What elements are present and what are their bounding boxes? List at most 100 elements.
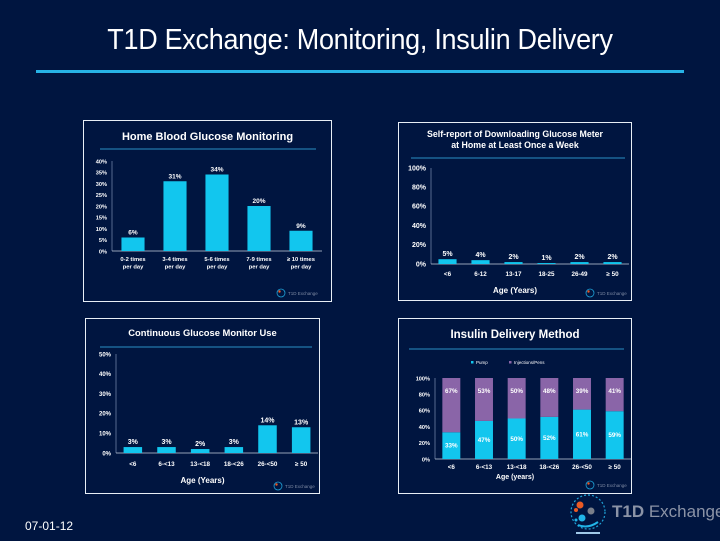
bar-injections bbox=[507, 378, 526, 419]
data-label: 52% bbox=[543, 435, 556, 442]
bar bbox=[121, 237, 145, 251]
data-label: 3% bbox=[161, 439, 172, 446]
x-tick-label: 13-<18 bbox=[507, 464, 527, 471]
bar bbox=[190, 449, 210, 453]
data-label: 2% bbox=[607, 254, 618, 261]
data-label: 3% bbox=[229, 439, 240, 446]
bar bbox=[123, 447, 143, 453]
bar-injections bbox=[573, 378, 591, 410]
data-label: 6% bbox=[128, 230, 138, 237]
data-label: 2% bbox=[195, 441, 206, 448]
x-tick-label: 5-6 times per day bbox=[204, 257, 229, 271]
watermark-text: T1D Exchange bbox=[288, 291, 318, 296]
x-tick-label: 3-4 times per day bbox=[162, 257, 187, 271]
legend-swatch bbox=[471, 361, 474, 364]
x-tick-label: ≥ 50 bbox=[295, 461, 308, 468]
y-tick-label: 60% bbox=[419, 409, 430, 415]
y-tick-label: 40% bbox=[412, 223, 427, 230]
x-tick-label: 6-<13 bbox=[158, 461, 175, 468]
y-tick-label: 0% bbox=[102, 451, 111, 457]
y-tick-label: 10% bbox=[99, 432, 112, 438]
legend-label: Pump bbox=[476, 360, 488, 365]
x-tick-label: ≥ 10 times per day bbox=[287, 257, 315, 271]
t1d-exchange-logo: T1D Exchange bbox=[568, 492, 720, 536]
watermark-dot bbox=[278, 290, 281, 293]
bar-pump bbox=[442, 432, 461, 459]
data-label: 41% bbox=[608, 388, 621, 395]
data-label: 5% bbox=[442, 251, 453, 258]
x-tick-label: 7-9 times per day bbox=[246, 257, 271, 271]
chart-insulin-delivery-method: Insulin Delivery Method 0% 20% 40% 60% 80% 100… bbox=[398, 318, 632, 494]
chart-svg: Self-report of Downloading Glucose Meter… bbox=[408, 129, 629, 298]
y-tick-label: 20% bbox=[96, 204, 107, 210]
bar bbox=[247, 206, 271, 251]
watermark-logo: T1D Exchange bbox=[276, 288, 318, 298]
bar bbox=[289, 230, 313, 251]
x-tick-label: 26-<50 bbox=[258, 461, 278, 468]
bar-pump bbox=[507, 418, 526, 459]
chart-home-blood-glucose-monitoring: Home Blood Glucose Monitoring 0% 5% 10% 15% 2… bbox=[83, 120, 332, 302]
chart-title: Home Blood Glucose Monitoring bbox=[122, 131, 293, 143]
data-label: 4% bbox=[475, 252, 486, 259]
logo-wordmark: T1D Exchange bbox=[612, 502, 720, 521]
bar-injections bbox=[442, 378, 461, 433]
bar-pump bbox=[605, 411, 624, 459]
watermark-globe-icon bbox=[273, 481, 283, 491]
watermark-dot bbox=[587, 482, 590, 485]
y-tick-label: 25% bbox=[96, 193, 107, 199]
y-tick-label: 30% bbox=[96, 182, 107, 188]
bar-pump bbox=[475, 420, 493, 459]
x-tick-label: 26-49 bbox=[571, 271, 588, 278]
bar-pump bbox=[573, 409, 591, 459]
watermark-logo: T1D Exchange bbox=[585, 288, 627, 298]
slide-date: 07-01-12 bbox=[25, 519, 74, 533]
data-label: 31% bbox=[168, 173, 181, 180]
y-tick-label: 80% bbox=[412, 185, 427, 192]
chart-svg: Home Blood Glucose Monitoring 0% 5% 10% 15% 2… bbox=[96, 131, 322, 298]
data-label: 47% bbox=[478, 437, 491, 444]
data-label: 39% bbox=[576, 388, 589, 395]
data-label: 33% bbox=[445, 443, 458, 450]
title-underline bbox=[36, 70, 684, 73]
data-label: 3% bbox=[128, 439, 139, 446]
bar-injections bbox=[475, 378, 493, 421]
x-tick-label: 18-<26 bbox=[539, 464, 559, 471]
y-tick-label: 100% bbox=[416, 376, 430, 382]
bar bbox=[205, 174, 229, 251]
data-label: 13% bbox=[294, 419, 309, 426]
y-tick-label: 80% bbox=[419, 393, 430, 399]
logo-globe-icon bbox=[570, 494, 606, 534]
x-tick-label: 6-12 bbox=[474, 271, 487, 278]
watermark-dot bbox=[275, 483, 278, 486]
x-axis-title: Age (Years) bbox=[180, 476, 224, 485]
chart-continuous-glucose-monitor-use: Continuous Glucose Monitor Use 0% 10% 20% 30… bbox=[85, 318, 320, 494]
y-tick-label: 20% bbox=[419, 441, 430, 447]
x-tick-label: 6-<13 bbox=[476, 464, 493, 471]
chart-svg: Insulin Delivery Method 0% 20% 40% 60% 80% 100… bbox=[409, 329, 631, 490]
y-tick-label: 60% bbox=[412, 204, 427, 211]
y-tick-label: 15% bbox=[96, 216, 107, 222]
y-tick-label: 50% bbox=[99, 352, 112, 358]
bar bbox=[163, 181, 187, 251]
x-tick-label: 18-<26 bbox=[224, 461, 244, 468]
data-label: 2% bbox=[574, 254, 585, 261]
y-tick-label: 0% bbox=[422, 457, 430, 463]
x-tick-label: <6 bbox=[129, 461, 137, 468]
x-tick-label: <6 bbox=[448, 464, 456, 471]
legend-swatch bbox=[509, 361, 512, 364]
bar-pump bbox=[540, 416, 559, 459]
bar bbox=[258, 425, 277, 453]
data-label: 20% bbox=[252, 198, 265, 205]
legend-label: Injections/Pens bbox=[514, 360, 545, 365]
data-label: 50% bbox=[510, 388, 523, 395]
chart-glucose-meter-download: Self-report of Downloading Glucose Meter… bbox=[398, 122, 632, 301]
bar bbox=[537, 263, 556, 264]
data-label: 50% bbox=[510, 436, 523, 443]
bar bbox=[157, 447, 176, 453]
x-tick-label: 18-25 bbox=[538, 271, 555, 278]
bar bbox=[291, 427, 311, 453]
data-label: 67% bbox=[445, 388, 458, 395]
y-tick-label: 40% bbox=[96, 159, 107, 165]
x-tick-label: 0-2 times per day bbox=[120, 257, 145, 271]
data-label: 9% bbox=[296, 223, 306, 230]
